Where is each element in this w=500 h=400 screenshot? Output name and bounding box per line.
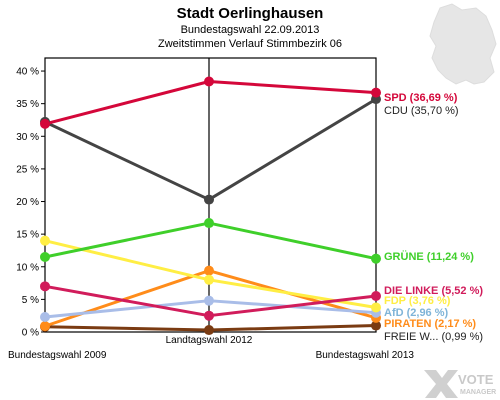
y-tick-label: 35 % [16, 99, 39, 110]
y-tick-label: 40 % [16, 67, 39, 78]
data-point [204, 76, 214, 87]
y-tick-label: 30 % [16, 132, 39, 143]
data-point [204, 325, 214, 336]
series-end-label: FDP (3,76 %) [384, 295, 451, 307]
data-point [204, 310, 214, 321]
y-tick-label: 25 % [16, 164, 39, 175]
data-point [371, 302, 381, 313]
data-point [40, 321, 50, 332]
logo-x-icon [424, 370, 458, 398]
data-point [40, 311, 50, 322]
y-tick-label: 15 % [16, 230, 39, 241]
chart-title: Stadt Oerlinghausen [177, 5, 324, 22]
x-category-label: Bundestagswahl 2013 [316, 350, 415, 361]
data-point [371, 87, 381, 98]
series-lines [44, 79, 377, 332]
y-tick-label: 10 % [16, 262, 39, 273]
y-axis: 0 % 5 % 10 % 15 % 20 % 25 % 30 % 35 % 40 % [16, 67, 45, 339]
data-point [40, 251, 50, 262]
x-category-label: Bundestagswahl 2009 [8, 350, 107, 361]
series-line [44, 79, 377, 126]
x-axis: Bundestagswahl 2009 Landtagswahl 2012 Bund… [8, 335, 414, 361]
logo-text: VOTE [458, 372, 494, 387]
series-labels: SPD (36,69 %)CDU (35,70 %) GRÜNE (11,24 %… [384, 92, 483, 343]
data-point [40, 118, 50, 129]
series-end-label: CDU (35,70 %) [384, 105, 459, 117]
data-point [40, 235, 50, 246]
data-point [204, 295, 214, 306]
data-point [204, 265, 214, 276]
series-points [40, 76, 381, 336]
y-tick-label: 0 % [22, 328, 39, 339]
y-tick-label: 5 % [22, 295, 39, 306]
series-end-label: FREIE W... (0,99 %) [384, 331, 483, 343]
data-point [371, 320, 381, 331]
data-point [371, 253, 381, 264]
series-end-label: DIE LINKE (5,52 %) [384, 285, 483, 297]
chart-subtitle-2: Zweitstimmen Verlauf Stimmbezirk 06 [158, 38, 342, 50]
data-point [204, 218, 214, 229]
data-point [40, 281, 50, 292]
series-end-label: GRÜNE (11,24 %) [384, 250, 474, 263]
data-point [204, 194, 214, 205]
data-point [204, 274, 214, 285]
germany-map-icon [429, 3, 497, 85]
series-end-label: SPD (36,69 %) [384, 92, 458, 104]
y-tick-label: 20 % [16, 197, 39, 208]
series-line [44, 97, 377, 202]
chart-subtitle-1: Bundestagswahl 22.09.2013 [181, 24, 320, 36]
logo-subtext: MANAGER [460, 389, 496, 396]
series-end-label: AfD (2,96 %) [384, 307, 449, 319]
x-category-label: Landtagswahl 2012 [166, 335, 253, 346]
data-point [371, 290, 381, 301]
series-end-label: PIRATEN (2,17 %) [384, 318, 476, 330]
vote-manager-logo: VOTE MANAGER [424, 370, 496, 398]
